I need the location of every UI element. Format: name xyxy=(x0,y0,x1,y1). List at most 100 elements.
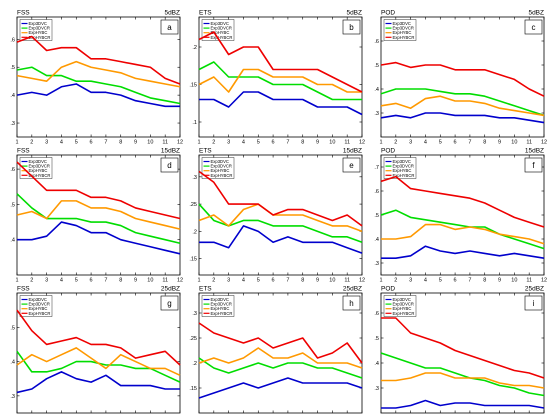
panel-letter-box xyxy=(160,295,179,311)
panel-threshold: 15dBZ xyxy=(161,148,180,155)
legend-label: ExpHYBC xyxy=(393,306,412,311)
legend-box xyxy=(383,295,417,317)
x-tick-label: 4 xyxy=(60,140,63,146)
y-tick-label: .15 xyxy=(189,386,197,392)
y-tick-label: .3 xyxy=(374,111,379,117)
legend-label: Exp3DVCR xyxy=(393,26,414,31)
panel-letter-box xyxy=(524,19,543,35)
x-tick-label: 5 xyxy=(257,278,260,284)
x-tick-label: 12 xyxy=(359,278,365,284)
legend-label: ExpHYBCR xyxy=(211,311,233,316)
y-tick-label: .5 xyxy=(10,65,15,71)
x-tick-label: 1 xyxy=(379,140,382,146)
legend-box xyxy=(201,157,235,179)
legend-label: Exp3DVC xyxy=(393,159,411,164)
panel-h: 123456789101112.15.2.25.3ETS25dBZhExp3DV… xyxy=(189,286,363,414)
legend-label: ExpHYBCR xyxy=(211,173,233,178)
x-tick-label: 7 xyxy=(286,278,289,284)
x-tick-label: 3 xyxy=(227,140,230,146)
y-tick-label: .25 xyxy=(189,202,197,208)
panel-letter: g xyxy=(167,299,171,308)
x-tick-label: 12 xyxy=(359,140,365,146)
x-tick-label: 8 xyxy=(483,278,486,284)
y-tick-label: .4 xyxy=(10,238,15,244)
series-line xyxy=(380,95,545,117)
y-tick-label: .5 xyxy=(374,213,379,219)
plot-frame xyxy=(198,154,363,276)
series-line xyxy=(381,399,545,409)
y-tick-label: .6 xyxy=(374,189,379,195)
series-line xyxy=(380,88,545,117)
x-tick-label: 11 xyxy=(344,140,350,146)
series-line xyxy=(16,200,181,230)
legend-label: Exp3DVC xyxy=(211,21,229,26)
x-tick-label: 4 xyxy=(60,278,63,284)
legend-label: ExpHYBCR xyxy=(29,35,51,40)
legend-label: Exp3DVC xyxy=(211,297,229,302)
panel-letter-box xyxy=(160,157,179,173)
y-tick-label: .5 xyxy=(10,325,15,331)
x-tick-label: 8 xyxy=(119,278,122,284)
legend-box xyxy=(19,295,53,317)
series-line xyxy=(199,225,363,254)
y-tick-label: .4 xyxy=(374,237,379,243)
legend-label: ExpHYBC xyxy=(29,30,48,35)
x-tick-label: 3 xyxy=(409,278,412,284)
panel-letter-box xyxy=(342,295,361,311)
panel-title: ETS xyxy=(199,286,212,293)
x-tick-label: 4 xyxy=(424,278,427,284)
y-tick-label: .3 xyxy=(374,386,379,392)
legend-label: ExpHYBCR xyxy=(29,173,51,178)
legend-label: Exp3DVCR xyxy=(211,164,232,169)
x-tick-label: 1 xyxy=(379,278,382,284)
x-tick-label: 12 xyxy=(177,278,183,284)
x-tick-label: 11 xyxy=(526,140,532,146)
x-tick-label: 4 xyxy=(424,140,427,146)
x-tick-label: 9 xyxy=(316,140,319,146)
x-tick-label: 11 xyxy=(162,140,168,146)
x-tick-label: 6 xyxy=(454,278,457,284)
y-tick-label: .3 xyxy=(192,311,197,317)
x-tick-label: 7 xyxy=(104,140,107,146)
x-tick-label: 3 xyxy=(227,278,230,284)
x-tick-label: 7 xyxy=(468,140,471,146)
plot-frame xyxy=(198,16,363,138)
x-tick-label: 9 xyxy=(316,278,319,284)
panel-letter-box xyxy=(160,19,179,35)
x-tick-label: 1 xyxy=(15,140,18,146)
x-tick-label: 6 xyxy=(272,140,275,146)
series-line xyxy=(16,35,181,85)
x-tick-label: 2 xyxy=(30,278,33,284)
legend-label: Exp3DVC xyxy=(29,159,47,164)
y-tick-label: .15 xyxy=(189,83,197,89)
panel-letter: f xyxy=(532,161,535,170)
legend-label: Exp3DVCR xyxy=(393,164,414,169)
x-tick-label: 11 xyxy=(526,278,532,284)
y-tick-label: .6 xyxy=(10,37,15,43)
series-line xyxy=(199,91,363,116)
x-tick-label: 5 xyxy=(439,140,442,146)
plot-frame xyxy=(198,292,363,414)
x-tick-label: 11 xyxy=(344,278,350,284)
series-line xyxy=(198,377,363,399)
legend-label: Exp3DVC xyxy=(211,159,229,164)
legend-label: Exp3DVCR xyxy=(211,302,232,307)
y-tick-label: .15 xyxy=(189,257,197,263)
legend-label: Exp3DVC xyxy=(29,297,47,302)
legend-label: Exp3DVCR xyxy=(29,302,50,307)
panel-threshold: 25dBZ xyxy=(343,286,362,293)
panel-threshold: 25dBZ xyxy=(161,286,180,293)
y-tick-label: .3 xyxy=(374,261,379,267)
series-line xyxy=(381,223,545,245)
legend-label: Exp3DVC xyxy=(393,297,411,302)
x-tick-label: 11 xyxy=(162,278,168,284)
y-tick-label: .1 xyxy=(192,120,197,126)
panel-letter-box xyxy=(342,19,361,35)
